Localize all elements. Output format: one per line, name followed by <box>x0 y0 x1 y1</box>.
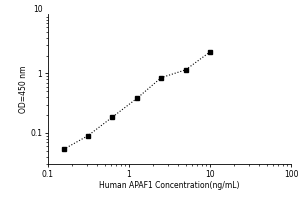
X-axis label: Human APAF1 Concentration(ng/mL): Human APAF1 Concentration(ng/mL) <box>99 181 240 190</box>
Y-axis label: OD=450 nm: OD=450 nm <box>19 65 28 113</box>
Text: 10: 10 <box>34 5 43 14</box>
